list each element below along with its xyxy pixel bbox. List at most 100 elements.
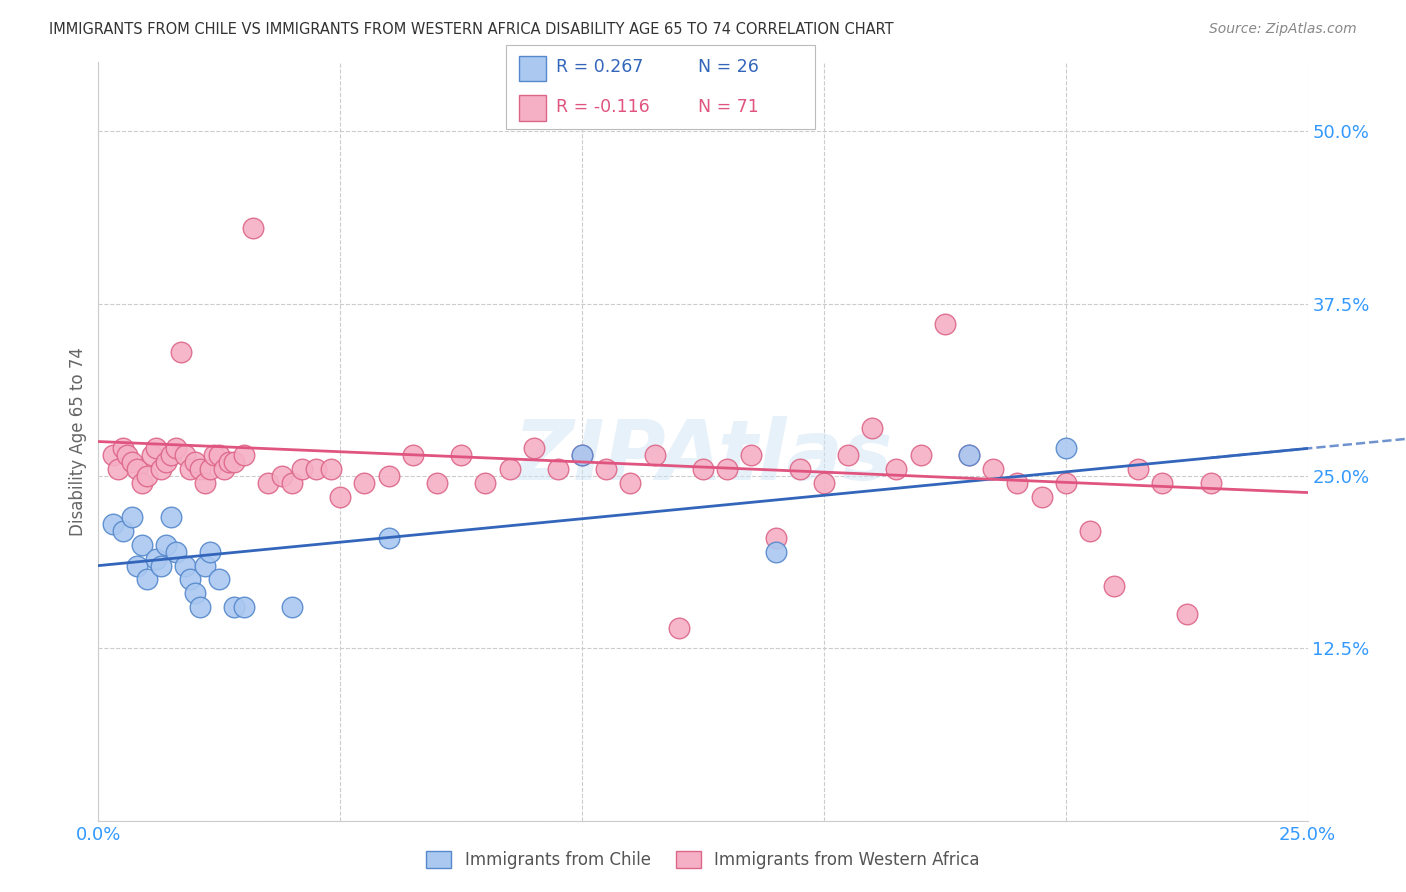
Point [141,448,163,462]
Point [145,442,167,456]
Point [402,448,425,462]
Point [208,573,231,587]
Point [179,462,201,476]
Point [377,469,399,483]
Point [1199,475,1222,490]
Point [101,517,124,532]
Point [765,531,787,545]
Point [155,455,177,469]
Point [595,462,617,476]
Point [222,455,245,469]
Point [127,558,149,573]
Text: N = 26: N = 26 [697,59,759,77]
Point [121,455,143,469]
Point [910,448,932,462]
Point [135,573,157,587]
Point [184,586,207,600]
Point [111,524,134,538]
Point [1128,462,1150,476]
Text: Source: ZipAtlas.com: Source: ZipAtlas.com [1209,22,1357,37]
Point [474,475,496,490]
Text: R = 0.267: R = 0.267 [555,59,643,77]
Point [242,220,264,235]
Point [837,448,859,462]
Point [165,442,187,456]
Point [194,475,217,490]
Point [1054,475,1077,490]
Point [619,475,641,490]
FancyBboxPatch shape [519,95,547,120]
Point [957,448,980,462]
Point [111,442,134,456]
Point [813,475,835,490]
Point [165,545,187,559]
Point [160,448,183,462]
Point [145,551,167,566]
Point [212,462,235,476]
Point [789,462,811,476]
Point [155,538,177,552]
Point [305,462,328,476]
FancyBboxPatch shape [519,55,547,81]
Point [319,462,342,476]
Point [131,475,153,490]
Point [644,448,666,462]
Point [131,538,153,552]
Point [1007,475,1029,490]
Point [547,462,569,476]
Point [188,462,211,476]
Point [184,455,207,469]
Legend: Immigrants from Chile, Immigrants from Western Africa: Immigrants from Chile, Immigrants from W… [426,851,980,869]
Point [208,448,231,462]
Point [1102,579,1125,593]
Point [353,475,375,490]
Point [957,448,980,462]
Point [571,448,593,462]
Point [668,621,690,635]
Point [127,462,149,476]
Point [740,448,762,462]
Point [135,469,157,483]
Point [174,558,197,573]
Y-axis label: Disability Age 65 to 74: Disability Age 65 to 74 [69,347,87,536]
Point [198,545,221,559]
Point [271,469,294,483]
Point [426,475,449,490]
Point [150,462,173,476]
Point [1031,490,1053,504]
Point [523,442,546,456]
Point [886,462,908,476]
Point [232,599,254,614]
Point [981,462,1004,476]
Point [194,558,217,573]
Point [150,558,173,573]
Text: N = 71: N = 71 [697,98,759,116]
Point [450,448,472,462]
Point [281,475,304,490]
Point [692,462,714,476]
Point [256,475,278,490]
Point [204,448,226,462]
Point [281,599,304,614]
Point [1152,475,1174,490]
Point [218,455,240,469]
Point [188,599,211,614]
Text: ZIPAtlas: ZIPAtlas [513,417,893,497]
Point [179,573,201,587]
Point [222,599,245,614]
Point [232,448,254,462]
Point [377,531,399,545]
Point [101,448,124,462]
Point [716,462,738,476]
Point [498,462,520,476]
Point [1175,607,1198,621]
Point [860,421,883,435]
Point [169,345,191,359]
Point [174,448,197,462]
FancyBboxPatch shape [506,45,815,129]
Text: IMMIGRANTS FROM CHILE VS IMMIGRANTS FROM WESTERN AFRICA DISABILITY AGE 65 TO 74 : IMMIGRANTS FROM CHILE VS IMMIGRANTS FROM… [49,22,894,37]
Point [765,545,787,559]
Point [290,462,312,476]
Point [1054,442,1077,456]
Point [329,490,352,504]
